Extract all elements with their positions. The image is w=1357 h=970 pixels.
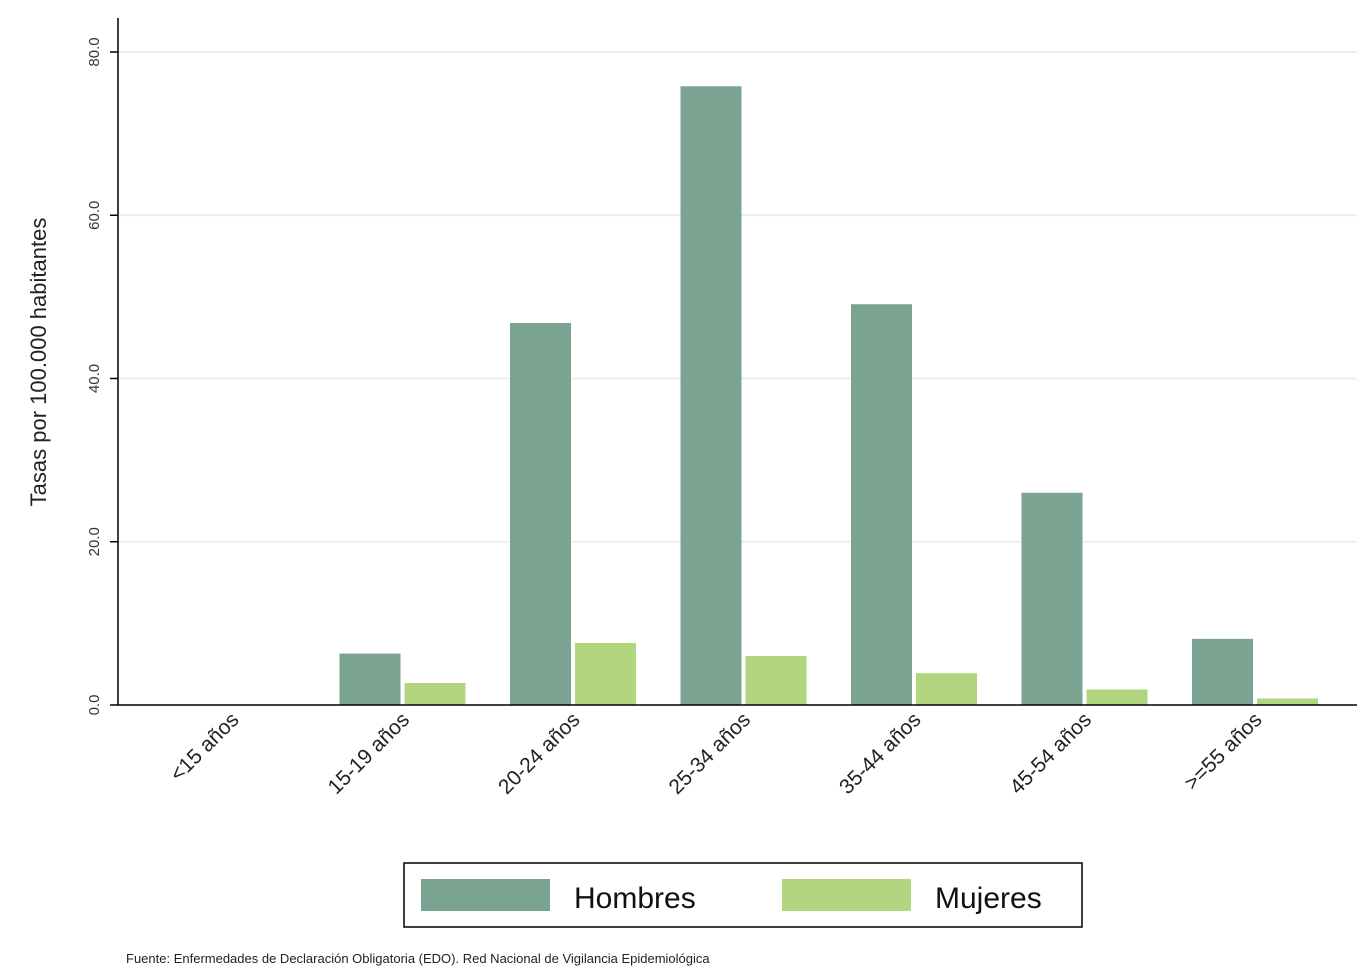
y-tick-label: 0.0 xyxy=(86,695,103,716)
y-tick-label: 60.0 xyxy=(86,201,103,230)
x-tick-label: >=55 años xyxy=(1180,708,1266,794)
y-tick-label: 20.0 xyxy=(86,527,103,556)
x-tick-label: 15-19 años xyxy=(323,708,414,799)
x-tick-label: 35-44 años xyxy=(835,708,926,799)
x-tick-label: 45-54 años xyxy=(1005,708,1096,799)
bar-hombres xyxy=(339,653,401,705)
legend-swatch-mujeres xyxy=(782,879,911,911)
x-tick-label: 25-34 años xyxy=(664,708,755,799)
bar-hombres xyxy=(1021,492,1083,705)
bar-hombres xyxy=(680,86,742,706)
bar-mujeres xyxy=(575,642,636,705)
y-axis-label: Tasas por 100.000 habitantes xyxy=(26,218,51,507)
bar-mujeres xyxy=(404,682,466,705)
y-ticks: 0.0 20.0 40.0 60.0 80.0 xyxy=(86,37,118,715)
bar-hombres xyxy=(510,322,571,705)
source-note: Fuente: Enfermedades de Declaración Obli… xyxy=(126,951,710,966)
bar-mujeres xyxy=(745,656,807,705)
y-tick-label: 40.0 xyxy=(86,364,103,393)
x-tick-label: 20-24 años xyxy=(494,708,585,799)
bar-hombres xyxy=(1192,638,1253,705)
y-tick-label: 80.0 xyxy=(86,37,103,66)
x-tick-label: <15 años xyxy=(166,708,244,786)
bar-mujeres xyxy=(916,673,977,705)
bars xyxy=(339,86,1318,706)
bar-hombres xyxy=(851,304,912,705)
legend-label-mujeres: Mujeres xyxy=(935,882,1042,915)
x-tick-labels: <15 años 15-19 años 20-24 años 25-34 años 35… xyxy=(166,708,1267,799)
bar-mujeres xyxy=(1086,689,1148,705)
legend-label-hombres: Hombres xyxy=(574,882,696,915)
bar-mujeres xyxy=(1257,698,1318,705)
legend: Hombres Mujeres xyxy=(403,862,1083,928)
legend-swatch-hombres xyxy=(421,879,550,911)
